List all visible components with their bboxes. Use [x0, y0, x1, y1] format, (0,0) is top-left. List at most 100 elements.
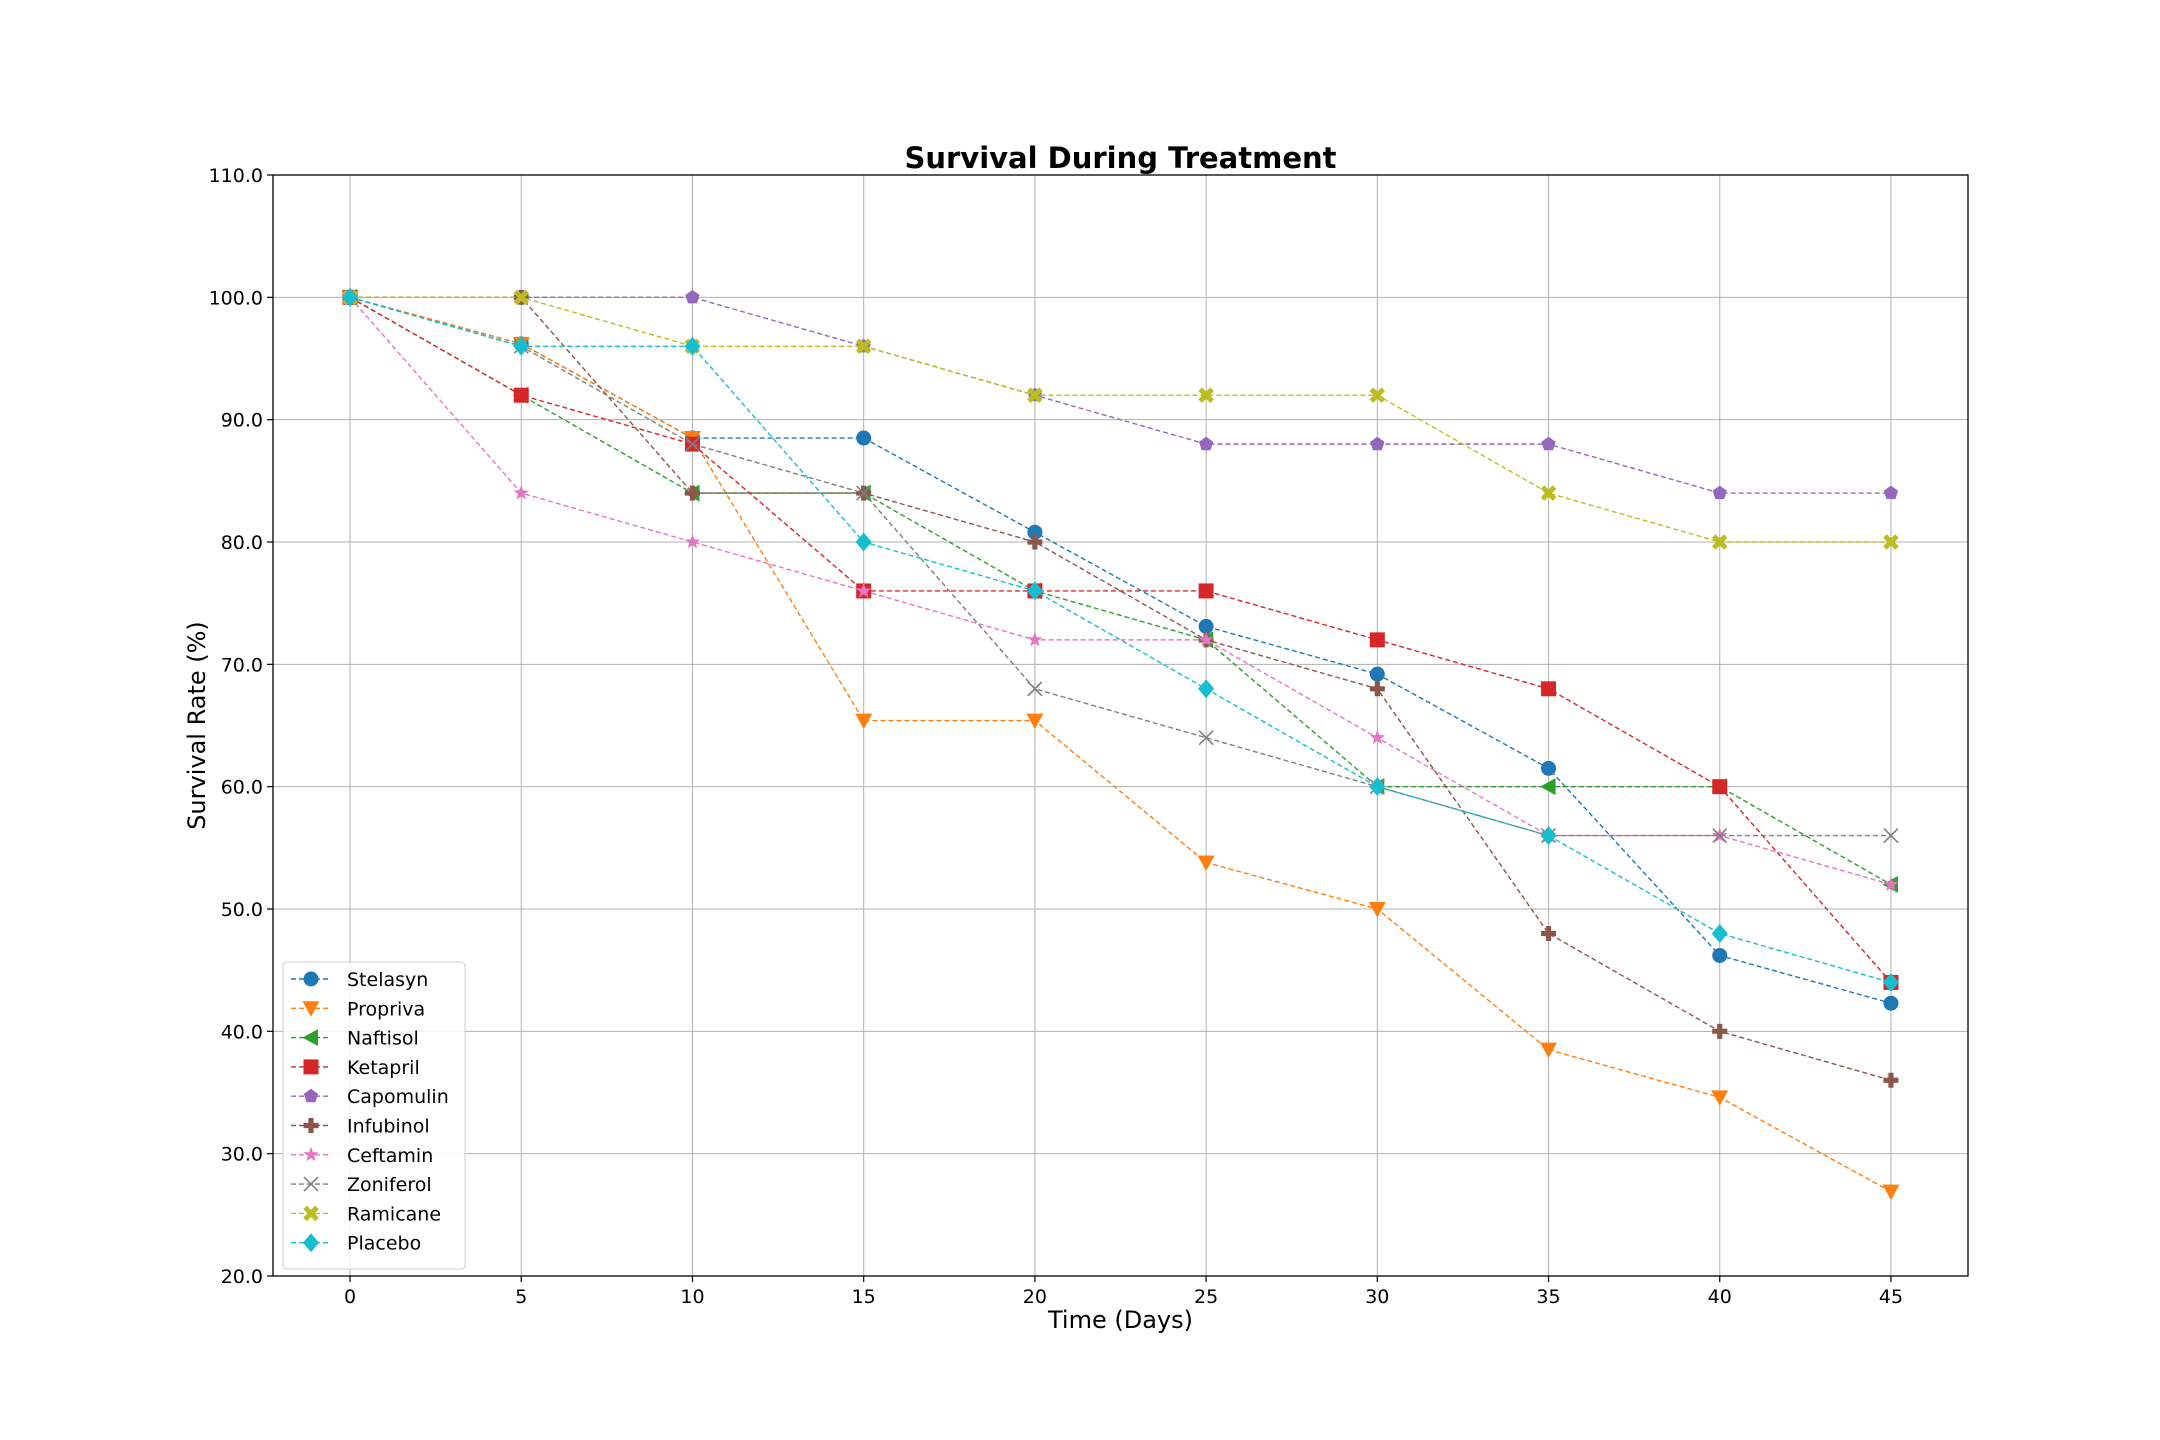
- data-point: [1712, 485, 1727, 500]
- data-point: [1198, 730, 1214, 746]
- series-line: [349, 296, 1891, 837]
- series-line: [349, 296, 1892, 886]
- data-point: [1541, 925, 1557, 941]
- data-point: [1198, 679, 1215, 699]
- data-point: [1027, 681, 1043, 697]
- y-tick-label: 80.0: [221, 532, 263, 554]
- y-tick-label: 100.0: [209, 287, 263, 309]
- data-point: [1198, 583, 1214, 599]
- x-tick-label: 10: [680, 1286, 704, 1308]
- y-tick-label: 50.0: [221, 899, 263, 921]
- legend-label: Stelasyn: [347, 969, 428, 991]
- data-point: [1368, 902, 1386, 918]
- data-point: [1198, 436, 1214, 451]
- legend-label: Ceftamin: [347, 1145, 433, 1167]
- x-tick-label: 35: [1536, 1286, 1560, 1308]
- legend-label: Placebo: [347, 1233, 421, 1255]
- y-tick-label: 20.0: [221, 1266, 263, 1288]
- legend-box: [282, 961, 466, 1270]
- data-point: [342, 287, 359, 307]
- series-infubinol: [342, 289, 1899, 1088]
- legend-marker: [302, 1029, 318, 1047]
- data-point: [856, 582, 872, 598]
- y-tick-label: 90.0: [221, 410, 263, 432]
- plot-area-frame: [272, 174, 1969, 1277]
- legend-marker: [303, 1118, 319, 1133]
- x-tick-label: 0: [344, 1286, 356, 1308]
- legend-label: Propriva: [347, 998, 425, 1020]
- data-point: [856, 430, 872, 446]
- series-line: [349, 296, 1892, 1004]
- data-point: [1883, 1072, 1899, 1088]
- series-line: [349, 296, 1892, 983]
- data-point: [1882, 1184, 1900, 1201]
- legend-label: Ketapril: [347, 1057, 420, 1079]
- series-line: [349, 296, 1892, 984]
- axis-ticks: 0 5 10 15 20 25 30 35 40 45 20.0 30.0 40.0 50.0 60.0 70…: [209, 165, 1903, 1308]
- data-point: [685, 289, 700, 304]
- legend-item: Stelasyn: [291, 969, 428, 991]
- data-point: [684, 336, 701, 356]
- data-point: [513, 336, 530, 356]
- series-placebo: [342, 287, 1899, 992]
- data-point: [855, 338, 872, 355]
- data-point: [1540, 1042, 1558, 1059]
- legend-marker: [303, 1059, 319, 1075]
- data-point: [1198, 631, 1214, 647]
- series-stelasyn: [342, 289, 1899, 1011]
- data-point: [1540, 826, 1557, 846]
- data-point: [855, 713, 873, 730]
- x-axis-label: Time (Days): [1047, 1306, 1193, 1334]
- data-point: [1712, 1023, 1728, 1039]
- x-tick-label: 20: [1023, 1286, 1047, 1308]
- legend-item: Zoniferol: [291, 1174, 432, 1196]
- data-point: [1541, 436, 1556, 451]
- data-point: [1027, 524, 1043, 540]
- legend-marker: [303, 1233, 319, 1253]
- data-point: [1712, 947, 1728, 963]
- data-point: [1540, 485, 1557, 501]
- data-point: [1197, 855, 1215, 872]
- legend-marker: [303, 971, 319, 987]
- data-point: [684, 436, 701, 452]
- data-point: [684, 485, 700, 501]
- y-tick-label: 40.0: [221, 1021, 263, 1043]
- series-line: [350, 296, 1891, 543]
- data-point: [1026, 581, 1043, 601]
- data-point: [1883, 876, 1899, 892]
- series-line: [350, 296, 1892, 1081]
- data-point: [1711, 1090, 1729, 1106]
- legend-item: Capomulin: [291, 1086, 449, 1108]
- legend-label: Infubinol: [347, 1116, 430, 1138]
- x-tick-label: 30: [1365, 1286, 1389, 1308]
- legend-item: Placebo: [291, 1233, 421, 1255]
- x-tick-label: 15: [852, 1286, 876, 1308]
- data-point: [1712, 779, 1728, 795]
- data-point: [855, 532, 872, 552]
- legend-marker: [303, 1146, 319, 1162]
- legend-label: Capomulin: [347, 1086, 449, 1108]
- data-point: [1711, 534, 1728, 550]
- x-tick-label: 45: [1879, 1286, 1903, 1308]
- data-point: [1027, 631, 1043, 647]
- series-capomulin: [342, 289, 1899, 500]
- y-tick-label: 70.0: [221, 654, 263, 676]
- data-point: [1369, 777, 1386, 797]
- data-point: [1027, 387, 1043, 403]
- series-ceftamin: [342, 289, 1899, 892]
- data-point: [1711, 923, 1728, 943]
- data-point: [1541, 681, 1557, 697]
- legend-label: Ramicane: [347, 1203, 441, 1225]
- data-point: [1883, 828, 1899, 844]
- data-point: [1369, 729, 1385, 745]
- series-lines: [341, 287, 1900, 1201]
- data-point: [1026, 713, 1044, 730]
- data-point: [1027, 534, 1043, 550]
- data-point: [1883, 995, 1899, 1011]
- legend-item: Ketapril: [291, 1057, 420, 1079]
- y-tick-label: 30.0: [221, 1144, 263, 1166]
- data-point: [1541, 760, 1557, 776]
- legend-label: Naftisol: [347, 1028, 419, 1050]
